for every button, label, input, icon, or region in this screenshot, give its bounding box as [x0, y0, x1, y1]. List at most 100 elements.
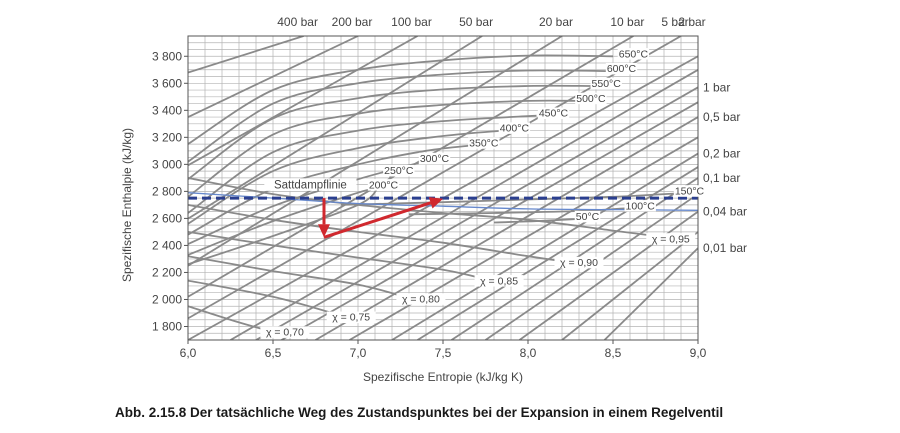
isobar-label: 20 bar [539, 15, 573, 29]
saturation-label: Sattdampflinie [274, 179, 347, 191]
quality-label-bg [326, 311, 376, 324]
isotherm-label: 400°C [500, 123, 530, 135]
isobar-label: 1 bar [703, 80, 730, 94]
isobar-line [281, 101, 698, 340]
quality-label-bg [396, 293, 446, 305]
isotherm-label-bg [468, 137, 500, 149]
isobar-line [417, 166, 698, 340]
quality-line [188, 279, 342, 317]
isobar-label: 0,1 bar [703, 171, 740, 185]
isotherm-label-bg [575, 92, 607, 105]
quality-label: χ = 0,85 [480, 275, 518, 287]
isotherm-line [188, 84, 593, 180]
isotherm-label: 250°C [384, 165, 414, 177]
figure-caption: Abb. 2.15.8 Der tatsächliche Weg des Zus… [115, 405, 724, 420]
isobar-line [188, 36, 359, 119]
y-axis-label: Spezifische Enthalpie (kJ/kg) [120, 128, 134, 282]
isotherm-label: 500°C [576, 93, 606, 105]
x-tick-label: 6,0 [180, 346, 197, 360]
expansion-arrow-up-head [428, 197, 443, 209]
quality-label: χ = 0,70 [266, 327, 304, 339]
isotherm-line [188, 186, 380, 266]
saturation-label-bg [264, 178, 357, 191]
y-tick-label: 1 800 [152, 319, 182, 333]
isobar-line [315, 116, 698, 340]
isotherm-label-bg [498, 122, 531, 134]
x-tick-label: 8,5 [605, 346, 622, 360]
isotherm-line [188, 69, 610, 163]
isotherm-line [188, 114, 537, 214]
isotherm-label-bg [590, 77, 622, 90]
quality-line [188, 204, 566, 263]
y-tick-label: 3 400 [152, 103, 182, 117]
quality-label-bg [260, 326, 310, 338]
quality-label-bg [554, 256, 604, 269]
isobar-line [230, 68, 698, 340]
isotherm-line [188, 129, 503, 225]
quality-line [188, 177, 656, 237]
isotherm-label: 100°C [626, 200, 656, 212]
isobar-label: 400 bar [277, 15, 318, 29]
isotherm-label-bg [383, 164, 415, 177]
isobar-label: 2 bar [678, 15, 705, 29]
isotherm-label-bg [617, 48, 650, 60]
isotherm-label-bg [367, 179, 400, 191]
quality-line [188, 255, 410, 299]
labels: 400 bar 200 bar 100 bar 50 bar 20 bar 10 bar 5… [260, 15, 747, 339]
y-tick-label: 2 200 [152, 265, 182, 279]
x-tick-label: 8,0 [520, 346, 537, 360]
quality-label: χ = 0,80 [402, 293, 440, 305]
isobar-label: 0,5 bar [703, 110, 740, 124]
isobar-label: 0,04 bar [703, 205, 747, 219]
y-tick-label: 3 000 [152, 157, 182, 171]
y-tick-label: 2 600 [152, 211, 182, 225]
isotherm-label-bg [418, 152, 451, 165]
isotherm-label-bg [673, 185, 706, 197]
y-tick-label: 3 800 [152, 49, 182, 63]
isotherm-label: 350°C [469, 137, 499, 149]
quality-label-bg [646, 233, 696, 245]
isotherm-label: 150°C [675, 185, 705, 197]
isotherm-line [188, 144, 473, 236]
y-tick-label: 3 600 [152, 76, 182, 90]
isobar-label: 5 bar [661, 15, 688, 29]
y-tick-label: 2 400 [152, 238, 182, 252]
isotherm-label-bg [574, 210, 601, 223]
isotherm-label: 650°C [619, 48, 649, 60]
isobar-line [518, 210, 698, 340]
curves [188, 36, 698, 340]
quality-label-bg [474, 275, 524, 287]
isobar-label: 50 bar [459, 15, 493, 29]
isobar-line [391, 152, 698, 340]
isobar-line [349, 136, 698, 340]
quality-label: χ = 0,95 [652, 233, 690, 245]
isobar-label: 10 bar [610, 15, 644, 29]
isobar-label: 0,2 bar [703, 147, 740, 161]
isobar-line [188, 36, 563, 267]
isotherm-label-bg [605, 62, 638, 75]
isotherm-label-bg [624, 200, 656, 212]
isobar-line [188, 36, 418, 167]
isotherm-label: 50°C [576, 211, 600, 223]
ticks: 6,0 6,5 7,0 7,5 8,0 8,5 9,0 1 800 2 000 2 200 2 40… [152, 49, 707, 360]
x-axis-label: Spezifische Entropie (kJ/kg K) [363, 370, 523, 384]
overlay [188, 192, 698, 239]
isotherm-label: 450°C [539, 108, 569, 120]
isobar-label: 0,01 bar [703, 241, 747, 255]
isotherm-label: 200°C [369, 179, 399, 191]
isobar-line [188, 36, 304, 74]
expansion-arrow-up-shaft [323, 201, 432, 239]
isotherm-label: 550°C [592, 78, 622, 90]
y-tick-label: 2 000 [152, 292, 182, 306]
y-tick-label: 2 800 [152, 184, 182, 198]
isobar-line [561, 231, 698, 340]
x-tick-label: 6,5 [265, 346, 282, 360]
isotherm-label-bg [537, 107, 570, 120]
x-tick-label: 7,5 [435, 346, 452, 360]
x-tick-label: 9,0 [690, 346, 707, 360]
isotherm-line [188, 54, 614, 145]
isotherm-line [188, 99, 580, 198]
quality-line [188, 231, 486, 281]
quality-label: χ = 0,90 [560, 257, 598, 269]
